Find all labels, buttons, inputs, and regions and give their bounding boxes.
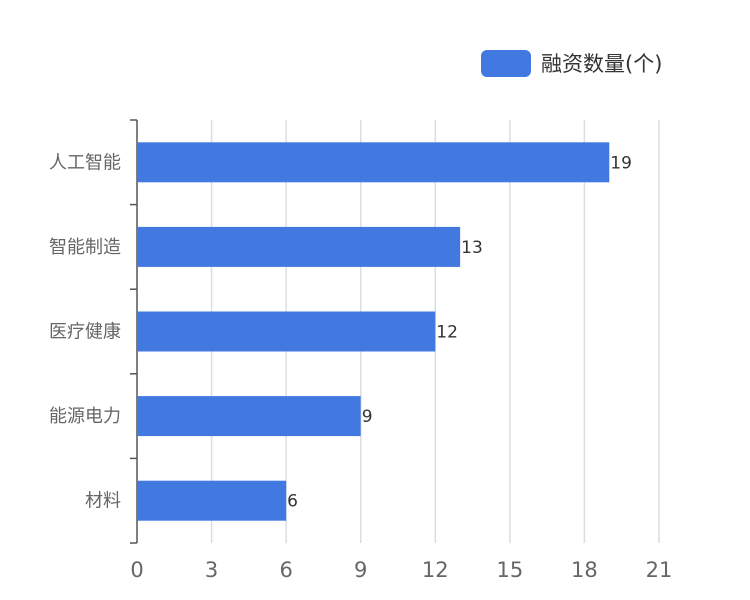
legend-swatch[interactable] [481, 50, 531, 77]
category-label: 能源电力 [49, 406, 121, 427]
data-label: 6 [287, 492, 298, 512]
bar[interactable] [137, 480, 287, 521]
x-tick-label: 0 [130, 558, 143, 582]
category-label: 智能制造 [49, 237, 121, 258]
data-label: 12 [436, 323, 458, 343]
legend-label[interactable]: 融资数量(个) [541, 52, 662, 76]
x-tick-label: 6 [279, 558, 292, 582]
category-label: 医疗健康 [49, 322, 121, 343]
x-tick-label: 18 [571, 558, 598, 582]
axes [130, 119, 138, 544]
labels: 0 3 6 9 12 15 18 21 人工智能 19 智能制造 13 医疗健康 12 能源电力 9 材料 6 [49, 152, 672, 582]
x-tick-label: 3 [205, 558, 218, 582]
data-label: 13 [461, 238, 483, 258]
x-tick-label: 15 [496, 558, 523, 582]
data-label: 19 [610, 153, 632, 173]
category-label: 材料 [85, 491, 121, 512]
bar[interactable] [137, 311, 436, 352]
bar[interactable] [137, 226, 461, 267]
category-label: 人工智能 [49, 152, 121, 173]
data-label: 9 [362, 407, 373, 427]
bar[interactable] [137, 396, 361, 437]
x-tick-label: 21 [646, 558, 673, 582]
x-tick-label: 12 [422, 558, 449, 582]
legend[interactable]: 融资数量(个) [481, 50, 662, 77]
x-tick-label: 9 [354, 558, 367, 582]
bars [137, 142, 610, 521]
bar[interactable] [137, 142, 610, 183]
